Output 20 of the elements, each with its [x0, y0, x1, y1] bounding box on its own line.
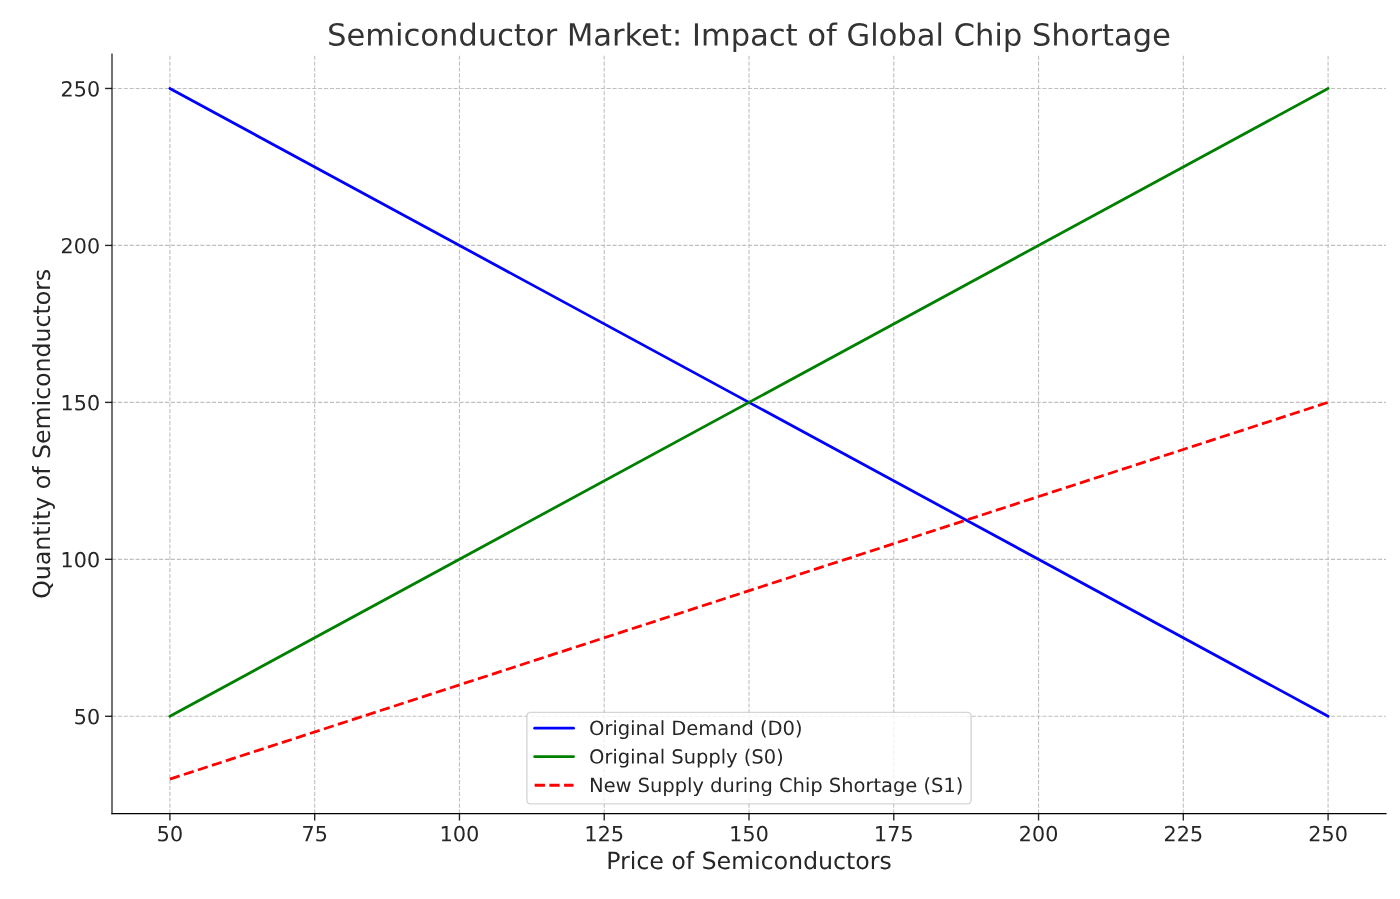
x-tick-label: 75	[303, 826, 327, 842]
x-tick-label: 50	[158, 825, 182, 842]
x-tick-label: 100	[441, 825, 478, 842]
y-tick-label: 50	[75, 708, 99, 725]
y-tick-label: 250	[61, 80, 99, 97]
x-tick-label: 175	[876, 826, 912, 842]
legend-label: Original Supply (S0)	[590, 748, 783, 768]
x-tick-label: 225	[1164, 825, 1202, 842]
y-tick-label: 150	[62, 394, 99, 411]
x-tick-label: 150	[731, 825, 768, 842]
y-tick-label: 200	[61, 237, 99, 254]
x-tick-label: 125	[586, 825, 623, 842]
y-tick-label: 100	[62, 551, 99, 568]
legend-label: New Supply during Chip Shortage (S1)	[591, 777, 962, 797]
x-tick-label: 250	[1309, 825, 1347, 842]
x-axis-title: Price of Semiconductors	[608, 851, 891, 870]
x-tick-label: 200	[1020, 825, 1058, 842]
y-axis-title: Quantity of Semiconductors	[32, 269, 55, 598]
legend-label: Original Demand (D0)	[590, 720, 801, 740]
chart-title: Semiconductor Market: Impact of Global Chip Shortage	[329, 22, 1170, 52]
